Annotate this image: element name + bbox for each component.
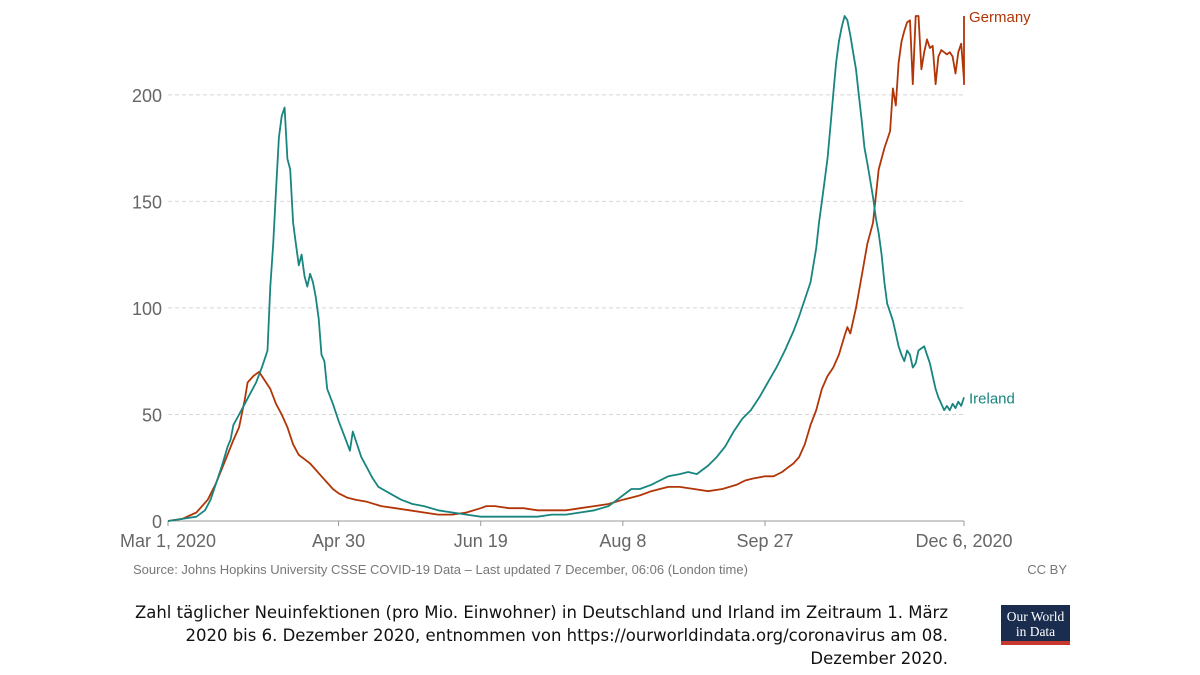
y-tick-label-100: 100 bbox=[132, 299, 162, 319]
x-tick-label-3: Aug 8 bbox=[599, 531, 646, 551]
license-link[interactable]: CC BY bbox=[1027, 562, 1067, 577]
source-note: Source: Johns Hopkins University CSSE CO… bbox=[133, 562, 748, 577]
series-line-germany bbox=[167, 15, 965, 522]
series-label-germany: Germany bbox=[969, 9, 1031, 26]
y-tick-label-200: 200 bbox=[132, 86, 162, 106]
x-tick-label-0: Mar 1, 2020 bbox=[120, 531, 216, 551]
owid-logo[interactable]: Our World in Data bbox=[1001, 605, 1070, 645]
line-chart: 0 50 100 150 200 Mar 1, 2020 Apr 30 Jun 19 Aug … bbox=[120, 9, 1031, 551]
x-tick-label-5: Dec 6, 2020 bbox=[915, 531, 1012, 551]
figure-caption: Zahl täglicher Neuinfektionen (pro Mio. … bbox=[134, 603, 948, 668]
x-axis: Mar 1, 2020 Apr 30 Jun 19 Aug 8 Sep 27 Dec 6,… bbox=[120, 520, 1013, 551]
y-tick-label-50: 50 bbox=[142, 405, 162, 425]
series-lines bbox=[167, 15, 965, 522]
y-tick-label-0: 0 bbox=[152, 512, 162, 532]
x-tick-label-4: Sep 27 bbox=[736, 531, 793, 551]
x-tick-label-1: Apr 30 bbox=[312, 531, 365, 551]
series-end-labels: Germany Ireland bbox=[969, 9, 1031, 407]
owid-logo-line2: in Data bbox=[1015, 624, 1056, 639]
owid-logo-line1: Our World bbox=[1006, 609, 1065, 624]
y-tick-label-150: 150 bbox=[132, 192, 162, 212]
y-axis-tick-labels: 0 50 100 150 200 bbox=[132, 86, 162, 532]
series-line-ireland bbox=[167, 15, 965, 522]
series-label-ireland: Ireland bbox=[969, 390, 1015, 407]
x-tick-label-2: Jun 19 bbox=[454, 531, 508, 551]
